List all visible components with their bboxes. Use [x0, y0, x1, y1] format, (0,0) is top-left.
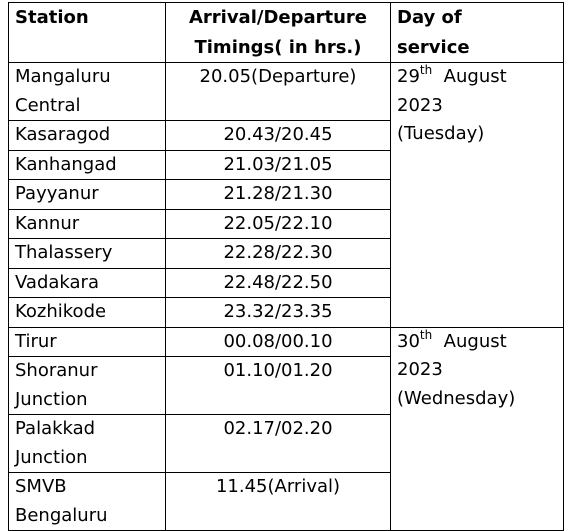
station-row: Kozhikode 23.32/23.35: [8, 297, 564, 328]
station-row: Kannur 22.05/22.10: [8, 208, 564, 239]
day-cell: 30th August 2023 (Wednesday): [390, 326, 564, 531]
date: 29: [397, 66, 420, 87]
header-line: Station: [15, 7, 89, 28]
date-suffix: th: [419, 327, 433, 342]
station-row: Thalassery 22.28/22.30: [8, 238, 564, 269]
station-row: Shoranur Junction 01.10/01.20: [8, 356, 564, 415]
station-line: Thalassery: [15, 242, 113, 263]
station-row: Tirur 00.08/00.10 30th August 2023 (Wednesda…: [8, 326, 564, 531]
station-line: Tirur: [15, 330, 57, 352]
timing-cell: 01.10/01.20: [165, 356, 391, 415]
timing-cell: 20.43/20.45: [165, 120, 391, 151]
date-line: 29th August: [397, 63, 557, 92]
timing-cell: 20.05(Departure): [165, 62, 391, 121]
timing-cell: 22.05/22.10: [165, 208, 391, 239]
station-cell: Kasaragod: [8, 120, 166, 151]
column-header: Arrival/Departure Timings( in hrs.): [165, 2, 391, 63]
month: August: [443, 66, 507, 87]
date: 30: [397, 330, 420, 352]
station-line: Palakkad: [15, 418, 96, 439]
weekday: (Tuesday): [397, 123, 485, 144]
timing-cell: 22.28/22.30: [165, 238, 391, 269]
station-line: Mangaluru: [15, 66, 111, 87]
station-row: Kanhangad 21.03/21.05: [8, 149, 564, 180]
year: 2023: [397, 359, 443, 380]
station-line: Kannur: [15, 212, 80, 234]
day-cell: 29th August 2023 (Tuesday): [390, 62, 564, 328]
station-row: Kasaragod 20.43/20.45: [8, 120, 564, 151]
column-header: Station: [8, 2, 166, 63]
station-line: SMVB: [15, 476, 67, 497]
station-line: Central: [15, 94, 81, 116]
station-line: Junction: [15, 388, 88, 410]
station-line: Kanhangad: [15, 153, 117, 175]
header-line: service: [397, 36, 470, 58]
schedule-table: Station Arrival/Departure Timings( in hrs.…: [8, 2, 564, 531]
station-row: Vadakara 22.48/22.50: [8, 267, 564, 298]
station-cell: Mangaluru Central: [8, 62, 166, 121]
station-cell: Kannur: [8, 208, 166, 239]
column-header: Day of service: [390, 2, 564, 63]
timing-cell: 22.48/22.50: [165, 267, 391, 298]
year: 2023: [397, 94, 443, 116]
header-line: Timings( in hrs.): [194, 36, 362, 58]
station-line: Kozhikode: [15, 301, 107, 322]
station-line: Shoranur: [15, 360, 98, 381]
station-row: Mangaluru Central 20.05(Departure) 29th Aug…: [8, 62, 564, 328]
timing-cell: 23.32/23.35: [165, 297, 391, 328]
station-cell: Kanhangad: [8, 149, 166, 180]
date-suffix: th: [419, 63, 433, 77]
station-cell: Kozhikode: [8, 297, 166, 328]
weekday: (Wednesday): [397, 387, 516, 409]
table-body: Mangaluru Central 20.05(Departure) 29th Aug…: [8, 62, 564, 531]
station-cell: Shoranur Junction: [8, 356, 166, 415]
station-line: Kasaragod: [15, 124, 111, 145]
station-line: Vadakara: [15, 271, 99, 293]
header-row: Station Arrival/Departure Timings( in hrs.…: [8, 2, 564, 63]
station-row: SMVB Bengaluru 11.45(Arrival): [8, 472, 564, 531]
station-cell: Vadakara: [8, 267, 166, 298]
station-cell: Thalassery: [8, 238, 166, 269]
timing-cell: 21.03/21.05: [165, 149, 391, 180]
station-line: Junction: [15, 446, 88, 468]
timing-cell: 02.17/02.20: [165, 414, 391, 473]
timing-cell: 00.08/00.10: [165, 326, 391, 357]
station-row: Palakkad Junction 02.17/02.20: [8, 414, 564, 473]
month: August: [443, 330, 507, 352]
date-line: 30th August: [397, 328, 557, 357]
header-line: Day of: [397, 7, 462, 28]
station-line: Payyanur: [15, 183, 99, 204]
station-cell: Tirur: [8, 326, 166, 357]
header-line: Arrival/Departure: [188, 7, 368, 28]
timing-cell: 21.28/21.30: [165, 179, 391, 210]
station-cell: SMVB Bengaluru: [8, 472, 166, 531]
timing-cell: 11.45(Arrival): [165, 472, 391, 531]
station-cell: Palakkad Junction: [8, 414, 166, 473]
station-row: Payyanur 21.28/21.30: [8, 179, 564, 210]
station-line: Bengaluru: [15, 504, 108, 526]
station-cell: Payyanur: [8, 179, 166, 210]
